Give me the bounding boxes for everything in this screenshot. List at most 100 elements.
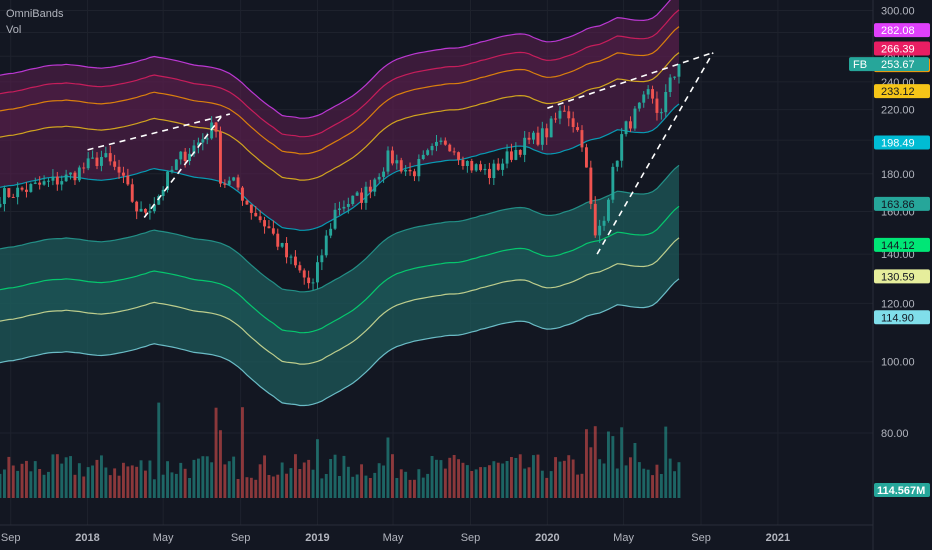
volume-bar: [285, 473, 288, 498]
volume-bar: [267, 475, 271, 498]
volume-bar: [607, 431, 610, 498]
band-price-label: 130.59: [881, 271, 915, 283]
volume-bar: [77, 463, 81, 498]
volume-bar: [408, 479, 412, 498]
candle-body: [399, 160, 403, 172]
candle-body: [0, 203, 2, 208]
band-line-lower-2: [0, 205, 680, 334]
band-price-label: 233.12: [881, 86, 915, 98]
volume-bar: [338, 476, 341, 498]
volume-bar: [483, 467, 487, 498]
volume-bar: [633, 443, 637, 498]
volume-bar: [664, 426, 668, 498]
volume-bar: [642, 468, 646, 498]
volume-bar: [249, 477, 253, 498]
candle-body: [620, 134, 624, 161]
legend-indicator-name[interactable]: OmniBands: [6, 8, 64, 20]
trendline: [596, 52, 714, 255]
band-line-upper-3: [0, 9, 680, 138]
time-tick-label: 2020: [535, 532, 559, 544]
legend-volume-name[interactable]: Vol: [6, 24, 22, 36]
candle-body: [316, 262, 319, 283]
volume-bar: [197, 458, 200, 498]
band-price-label: 282.08: [881, 25, 915, 37]
candle-body: [108, 153, 112, 162]
volume-bar: [474, 469, 478, 498]
candle-body: [443, 140, 447, 145]
candle-body: [254, 212, 258, 217]
candle-body: [413, 171, 416, 177]
candle-body: [245, 200, 249, 205]
candle-body: [602, 220, 606, 226]
time-tick-label: 2019: [305, 532, 329, 544]
candle-body: [483, 168, 487, 171]
volume-bar: [86, 467, 90, 498]
candle-body: [395, 160, 399, 164]
candle-body: [470, 161, 474, 171]
volume-bar: [602, 463, 606, 498]
volume-bar: [593, 426, 597, 498]
candle-body: [236, 177, 240, 188]
volume-bar: [117, 475, 121, 498]
candle-body: [567, 111, 571, 119]
candle-body: [479, 164, 482, 171]
volume-bar: [673, 471, 676, 498]
candle-body: [86, 158, 90, 169]
volume-bar: [258, 464, 262, 498]
candle-body: [351, 195, 355, 204]
candle-body: [122, 172, 125, 176]
volume-bar: [470, 471, 474, 498]
volume-bar: [11, 465, 15, 498]
volume-label: 114.567M: [877, 485, 925, 497]
volume-bar: [540, 470, 544, 498]
candle-body: [651, 89, 654, 99]
volume-bar: [580, 473, 584, 498]
volume-bar: [139, 460, 143, 498]
candle-body: [91, 157, 94, 159]
candle-body: [47, 180, 50, 182]
volume-bar: [368, 478, 372, 498]
band-price-label-box: [874, 310, 930, 325]
volume-bar: [245, 477, 249, 498]
band-price-label-box: [874, 23, 930, 38]
candle-body: [510, 151, 513, 160]
volume-bar: [377, 463, 381, 498]
volume-bar: [100, 455, 103, 498]
candle-body: [346, 204, 350, 207]
candle-body: [113, 161, 117, 167]
candle-body: [20, 187, 24, 190]
candle-body: [148, 211, 152, 213]
volume-bar: [91, 465, 94, 498]
price-tick-label: 300.00: [881, 5, 915, 17]
volume-bar: [545, 477, 549, 498]
volume-bar: [42, 474, 46, 498]
candle-body: [166, 171, 169, 190]
candle-body: [532, 132, 535, 140]
volume-bar: [152, 479, 156, 498]
candle-body: [294, 256, 297, 266]
candle-body: [373, 179, 377, 192]
volume-bar: [170, 472, 174, 498]
candle-body: [139, 208, 143, 212]
upper-band-inner-fill: [0, 9, 679, 181]
candle-body: [152, 204, 156, 212]
volume-bar: [404, 471, 408, 498]
candle-body: [435, 141, 438, 146]
volume-bar: [399, 469, 403, 498]
candle-body: [144, 208, 147, 213]
candle-body: [135, 201, 139, 212]
volume-bar: [33, 461, 37, 498]
candle-body: [271, 228, 275, 234]
volume-bar: [302, 462, 306, 498]
candle-body: [474, 164, 478, 171]
volume-bar: [113, 468, 117, 498]
volume-bar: [629, 457, 632, 498]
candle-body: [263, 220, 266, 227]
candle-body: [223, 183, 227, 185]
volume-bar: [523, 468, 527, 498]
candle-body: [324, 235, 328, 256]
candle-body: [629, 121, 632, 129]
volume-bar: [64, 457, 68, 498]
candle-body: [267, 226, 271, 229]
candle-body: [501, 163, 505, 170]
